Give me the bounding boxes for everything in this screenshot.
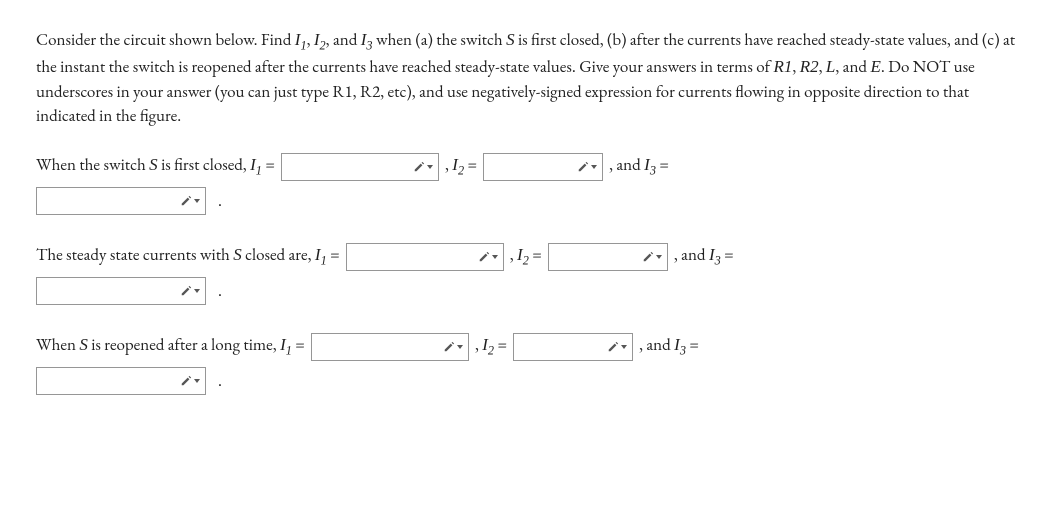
problem-text-8: , and (835, 56, 870, 78)
part-c-i3-input[interactable] (36, 367, 206, 395)
part-b-i3-label: , and I3 = (674, 243, 734, 270)
part-b-i2-label: , I2 = (510, 243, 542, 270)
part-c-i2-label: , I2 = (475, 333, 507, 360)
problem-text-4: when (a) the switch (373, 29, 507, 51)
var-E: E (870, 57, 880, 76)
part-c-lead: When S is reopened after a long time, I1… (36, 333, 305, 360)
part-b-i2-wrap (548, 243, 668, 271)
var-I2: I2 (314, 30, 326, 49)
part-c-i1-input[interactable] (311, 333, 469, 361)
problem-text-1: Consider the circuit shown below. Find (36, 29, 295, 51)
part-c-i2-wrap (513, 333, 633, 361)
part-b-i3-wrap (36, 277, 206, 305)
problem-text-6: , (792, 56, 799, 78)
part-a-i2-input[interactable] (483, 153, 603, 181)
part-a-i3-label: , and I3 = (609, 153, 669, 180)
part-b-lead: The steady state currents with S closed … (36, 243, 340, 270)
part-b-i3-input[interactable] (36, 277, 206, 305)
part-c-i3-label: , and I3 = (639, 333, 699, 360)
var-S: S (506, 30, 515, 49)
part-a-i2-wrap (483, 153, 603, 181)
part-a-i2-label: , I2 = (445, 153, 477, 180)
part-a-lead: When the switch S is first closed, I1 = (36, 153, 275, 180)
part-c-i3-wrap (36, 367, 206, 395)
part-a-period: . (218, 189, 222, 214)
part-c: When S is reopened after a long time, I1… (36, 333, 1018, 395)
part-a-i3-wrap (36, 187, 206, 215)
problem-text-3: , and (326, 29, 361, 51)
problem-text-2: , (307, 29, 314, 51)
part-b-i1-input[interactable] (346, 243, 504, 271)
var-L: L (826, 57, 835, 76)
part-a-i1-wrap (281, 153, 439, 181)
part-c-period: . (218, 369, 222, 394)
part-b-period: . (218, 279, 222, 304)
part-c-i2-input[interactable] (513, 333, 633, 361)
problem-text-7: , (819, 56, 826, 78)
var-I1: I1 (295, 30, 307, 49)
var-R2: R2 (800, 57, 819, 76)
part-b: The steady state currents with S closed … (36, 243, 1018, 305)
part-a-i1-input[interactable] (281, 153, 439, 181)
part-a-i3-input[interactable] (36, 187, 206, 215)
part-c-i1-wrap (311, 333, 469, 361)
part-b-i1-wrap (346, 243, 504, 271)
var-R1: R1 (773, 57, 792, 76)
var-I3: I3 (361, 30, 373, 49)
problem-statement: Consider the circuit shown below. Find I… (36, 28, 1018, 129)
part-a: When the switch S is first closed, I1 = … (36, 153, 1018, 215)
part-b-i2-input[interactable] (548, 243, 668, 271)
